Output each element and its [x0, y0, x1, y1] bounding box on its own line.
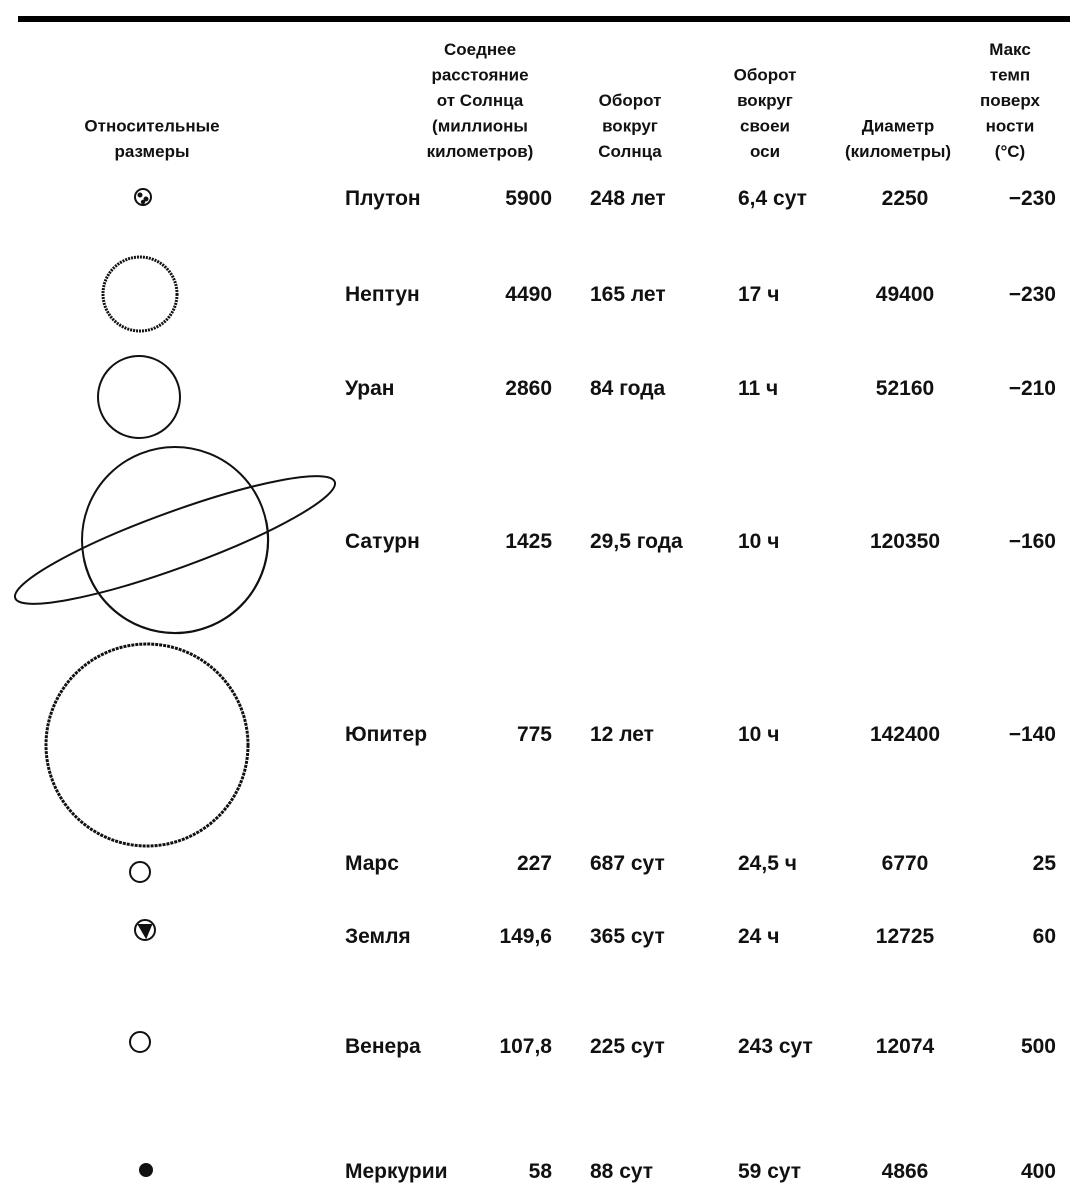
header-line: Солнца: [598, 142, 662, 161]
header-line: километров): [427, 142, 534, 161]
header-line: Оборот: [734, 66, 797, 85]
header-line: (миллионы: [432, 117, 528, 136]
cell-rotation: 11 ч: [738, 377, 778, 400]
cell-diameter: 142400: [870, 723, 940, 746]
cell-name: Нептун: [345, 283, 420, 306]
pluto: [134, 188, 152, 206]
cell-diameter: 52160: [876, 377, 934, 400]
cell-orbit: 88 сут: [590, 1160, 653, 1183]
cell-distance: 4490: [505, 283, 552, 306]
cell-rotation: 10 ч: [738, 723, 779, 746]
cell-distance: 58: [529, 1160, 553, 1183]
cell-orbit: 29,5 года: [590, 530, 683, 553]
planet-drawings: [13, 188, 337, 1177]
cell-name: Венера: [345, 1035, 421, 1058]
header-line: вокруг: [602, 117, 658, 136]
cell-name: Марс: [345, 852, 399, 875]
cell-distance: 1425: [505, 530, 552, 553]
saturn: [13, 446, 337, 635]
cell-diameter: 12074: [876, 1035, 935, 1058]
jupiter: [44, 642, 250, 848]
cell-temperature: −230: [1009, 187, 1056, 210]
cell-temperature: −140: [1009, 723, 1056, 746]
cell-name: Плутон: [345, 187, 421, 210]
header-line: расстояние: [431, 66, 528, 85]
header-line: поверх: [980, 91, 1040, 110]
cell-diameter: 12725: [876, 925, 935, 948]
header-line: от Солнца: [437, 91, 524, 110]
cell-distance: 149,6: [499, 925, 552, 948]
cell-orbit: 84 года: [590, 377, 666, 400]
header-line: оси: [750, 142, 780, 161]
cell-orbit: 12 лет: [590, 723, 654, 746]
header-line: Относительные: [84, 117, 219, 136]
cell-diameter: 6770: [882, 852, 929, 875]
cell-temperature: 25: [1033, 852, 1057, 875]
cell-temperature: −230: [1009, 283, 1056, 306]
cell-diameter: 120350: [870, 530, 940, 553]
venus: [129, 1031, 151, 1053]
cell-temperature: −160: [1009, 530, 1056, 553]
header-line: (°C): [995, 142, 1025, 161]
cell-name: Сатурн: [345, 530, 420, 553]
cell-name: Земля: [345, 925, 411, 948]
header-line: Оборот: [599, 91, 662, 110]
header-line: ности: [986, 117, 1035, 136]
cell-temperature: 400: [1021, 1160, 1056, 1183]
cell-temperature: −210: [1009, 377, 1056, 400]
cell-rotation: 24 ч: [738, 925, 779, 948]
cell-name: Меркурии: [345, 1160, 448, 1183]
cell-distance: 2860: [505, 377, 552, 400]
cell-diameter: 2250: [882, 187, 929, 210]
cell-rotation: 10 ч: [738, 530, 779, 553]
cell-diameter: 4866: [882, 1160, 929, 1183]
cell-distance: 5900: [505, 187, 552, 210]
cell-orbit: 365 сут: [590, 925, 665, 948]
cell-rotation: 243 сут: [738, 1035, 813, 1058]
cell-orbit: 165 лет: [590, 283, 666, 306]
header-line: вокруг: [737, 91, 793, 110]
mercury: [139, 1163, 153, 1177]
cell-rotation: 6,4 сут: [738, 187, 807, 210]
cell-rotation: 59 сут: [738, 1160, 801, 1183]
uranus: [97, 355, 181, 439]
cell-name: Юпитер: [345, 723, 427, 746]
cell-orbit: 225 сут: [590, 1035, 665, 1058]
cell-rotation: 17 ч: [738, 283, 779, 306]
earth: [134, 919, 156, 941]
header-line: Соеднее: [444, 40, 516, 59]
cell-distance: 107,8: [499, 1035, 552, 1058]
cell-temperature: 500: [1021, 1035, 1056, 1058]
neptune: [101, 255, 179, 333]
header-line: размеры: [114, 142, 189, 161]
header-line: своеи: [740, 117, 790, 136]
cell-orbit: 248 лет: [590, 187, 666, 210]
header-line: Диаметр: [862, 117, 935, 136]
cell-diameter: 49400: [876, 283, 934, 306]
cell-temperature: 60: [1033, 925, 1056, 948]
header-line: (километры): [845, 142, 951, 161]
mars: [129, 861, 151, 883]
header-line: Макс: [989, 40, 1031, 59]
cell-distance: 227: [517, 852, 552, 875]
cell-distance: 775: [517, 723, 552, 746]
top-rule: [18, 16, 1070, 22]
header-line: темп: [990, 66, 1030, 85]
cell-orbit: 687 сут: [590, 852, 665, 875]
cell-rotation: 24,5 ч: [738, 852, 797, 875]
cell-name: Уран: [345, 377, 394, 400]
